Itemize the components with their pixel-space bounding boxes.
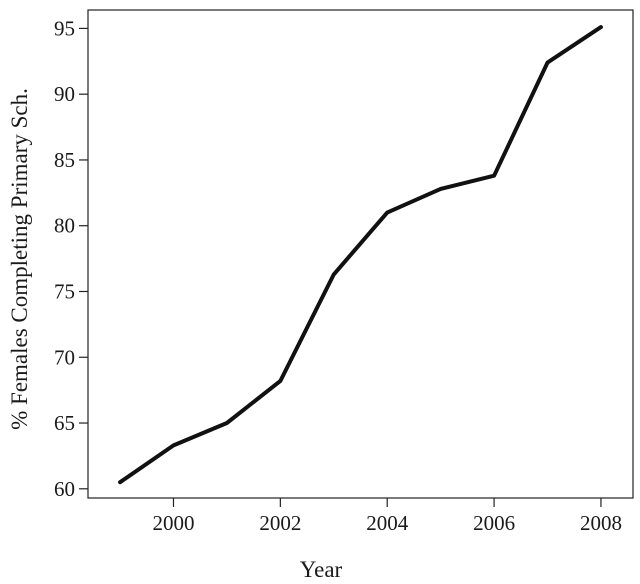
y-axis: 60 65 70 75 80 85 90 95 (54, 16, 88, 501)
x-tick-label: 2004 (366, 511, 409, 535)
x-axis-label: Year (300, 557, 343, 582)
series-line (118, 25, 603, 485)
y-tick-label: 90 (54, 82, 75, 106)
y-tick-label: 75 (54, 279, 75, 303)
y-tick-label: 85 (54, 148, 75, 172)
x-tick-label: 2008 (580, 511, 622, 535)
y-tick-label: 65 (54, 411, 75, 435)
x-tick-label: 2000 (152, 511, 194, 535)
y-tick-label: 95 (54, 16, 75, 40)
x-tick-label: 2002 (259, 511, 301, 535)
y-tick-label: 70 (54, 345, 75, 369)
y-tick-label: 60 (54, 477, 75, 501)
plot-frame (87, 9, 634, 499)
y-axis-label: % Females Completing Primary Sch. (7, 88, 32, 430)
y-tick-label: 80 (54, 214, 75, 238)
x-axis: 2000 2002 2004 2006 2008 (152, 498, 622, 535)
x-tick-label: 2006 (473, 511, 515, 535)
